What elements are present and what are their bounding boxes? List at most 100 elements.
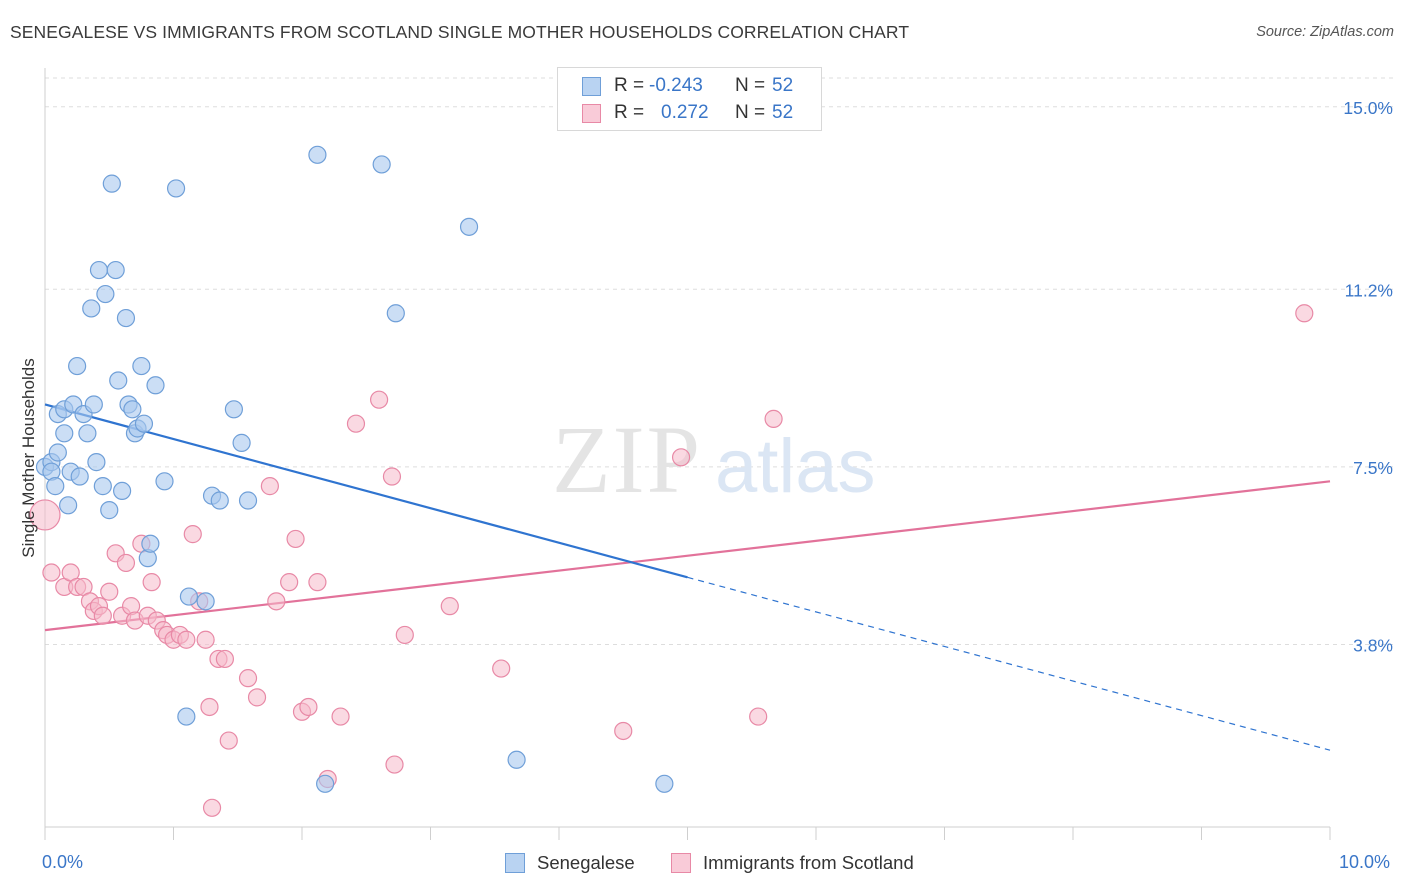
data-point-scotland bbox=[142, 573, 161, 592]
data-point-senegalese bbox=[93, 477, 112, 496]
data-point-scotland bbox=[219, 731, 238, 750]
data-point-senegalese bbox=[59, 496, 78, 515]
legend-n-value: 52 bbox=[772, 102, 794, 123]
data-point-senegalese bbox=[87, 453, 106, 472]
x-tick-label-max: 10.0% bbox=[1339, 852, 1391, 872]
data-point-scotland bbox=[177, 630, 196, 649]
data-point-scotland bbox=[42, 563, 61, 582]
data-point-senegalese bbox=[146, 376, 165, 395]
axes bbox=[44, 68, 1331, 840]
data-point-senegalese bbox=[106, 260, 125, 280]
data-point-senegalese bbox=[134, 414, 154, 433]
data-point-scotland bbox=[346, 414, 366, 433]
data-point-senegalese bbox=[102, 174, 121, 193]
legend-item-label: Immigrants from Scotland bbox=[703, 852, 914, 873]
data-point-scotland bbox=[238, 669, 258, 688]
data-point-senegalese bbox=[55, 424, 74, 443]
legend-swatch-pink bbox=[671, 853, 691, 873]
x-tick-label-min: 0.0% bbox=[42, 852, 84, 872]
data-point-senegalese bbox=[210, 491, 229, 510]
y-tick-label: 11.2% bbox=[1345, 280, 1393, 300]
legend-r-value: 0.272 bbox=[661, 102, 709, 123]
data-point-senegalese bbox=[155, 472, 174, 491]
data-point-senegalese bbox=[46, 477, 65, 496]
data-point-senegalese bbox=[177, 707, 196, 726]
gridlines bbox=[45, 77, 1395, 646]
data-point-scotland bbox=[308, 573, 327, 592]
data-point-scotland bbox=[370, 390, 389, 409]
data-point-scotland bbox=[202, 798, 222, 817]
data-point-senegalese bbox=[116, 308, 136, 328]
y-tick-label: 3.8% bbox=[1353, 636, 1393, 656]
data-point-senegalese bbox=[372, 155, 391, 174]
data-point-scotland bbox=[183, 525, 202, 544]
legend-n-value: 52 bbox=[772, 75, 794, 96]
data-point-senegalese bbox=[655, 774, 674, 793]
data-point-scotland bbox=[614, 721, 633, 741]
data-point-senegalese bbox=[132, 356, 151, 376]
data-point-senegalese bbox=[141, 534, 160, 553]
data-point-senegalese bbox=[96, 284, 115, 304]
watermark: ZIP atlas bbox=[552, 406, 876, 513]
data-point-scotland bbox=[331, 707, 350, 726]
correlation-legend: R = -0.243 N = 52 R = 0.272 N = 52 bbox=[557, 67, 822, 131]
trend-lines bbox=[44, 403, 1331, 751]
data-point-scotland bbox=[267, 592, 286, 611]
trend-line-senegalese bbox=[44, 403, 688, 579]
series-senegalese-points bbox=[35, 145, 674, 793]
legend-item-label: Senegalese bbox=[537, 852, 635, 873]
data-point-scotland bbox=[100, 582, 119, 601]
data-point-senegalese bbox=[507, 750, 526, 769]
legend-r-value: -0.243 bbox=[649, 75, 703, 96]
data-point-senegalese bbox=[78, 424, 97, 443]
data-point-scotland bbox=[1295, 304, 1314, 323]
y-tick-label: 15.0% bbox=[1343, 98, 1393, 118]
data-point-scotland bbox=[200, 697, 219, 717]
y-axis-label: Single Mother Households bbox=[19, 358, 38, 557]
y-tick-label: 7.5% bbox=[1353, 458, 1393, 478]
data-point-senegalese bbox=[166, 179, 186, 198]
chart-title: SENEGALESE VS IMMIGRANTS FROM SCOTLAND S… bbox=[10, 22, 910, 42]
source-label: Source: ZipAtlas.com bbox=[1256, 24, 1394, 40]
data-point-scotland bbox=[749, 707, 768, 726]
data-point-senegalese bbox=[224, 400, 243, 419]
watermark-atlas: atlas bbox=[715, 424, 876, 509]
series-scotland-points bbox=[29, 304, 1314, 817]
legend-swatch-blue bbox=[505, 853, 525, 873]
data-point-senegalese bbox=[109, 371, 128, 390]
legend-swatch-pink bbox=[582, 104, 601, 123]
data-point-scotland bbox=[286, 529, 305, 549]
data-point-scotland bbox=[280, 573, 299, 592]
data-point-senegalese bbox=[459, 217, 479, 236]
data-point-scotland bbox=[215, 649, 234, 669]
data-point-senegalese bbox=[100, 501, 119, 520]
data-point-senegalese bbox=[179, 587, 199, 606]
data-point-senegalese bbox=[196, 592, 215, 611]
data-point-senegalese bbox=[112, 481, 132, 501]
legend-r-label: R = bbox=[614, 75, 645, 96]
data-point-scotland bbox=[395, 625, 414, 645]
data-point-scotland bbox=[492, 659, 511, 678]
data-point-senegalese bbox=[316, 774, 335, 793]
y-tick-labels: 3.8% 7.5% 11.2% 15.0% bbox=[1343, 98, 1393, 656]
data-point-senegalese bbox=[70, 467, 89, 486]
data-point-senegalese bbox=[238, 491, 258, 510]
data-point-scotland bbox=[440, 597, 459, 616]
data-point-senegalese bbox=[308, 145, 327, 164]
data-point-scotland bbox=[382, 467, 402, 486]
data-point-scotland bbox=[260, 477, 279, 496]
data-point-scotland bbox=[116, 553, 136, 573]
data-point-senegalese bbox=[68, 356, 87, 376]
data-point-senegalese bbox=[84, 395, 103, 414]
trend-line-senegalese-extension bbox=[687, 576, 1331, 751]
data-point-scotland bbox=[93, 606, 112, 625]
data-point-senegalese bbox=[123, 400, 142, 419]
legend-n-label: N = bbox=[735, 102, 766, 123]
data-point-senegalese bbox=[48, 443, 67, 462]
data-point-scotland bbox=[299, 697, 318, 717]
data-point-scotland bbox=[671, 448, 691, 467]
data-point-scotland bbox=[29, 499, 61, 531]
data-point-senegalese bbox=[232, 433, 251, 452]
data-point-scotland bbox=[196, 630, 215, 649]
